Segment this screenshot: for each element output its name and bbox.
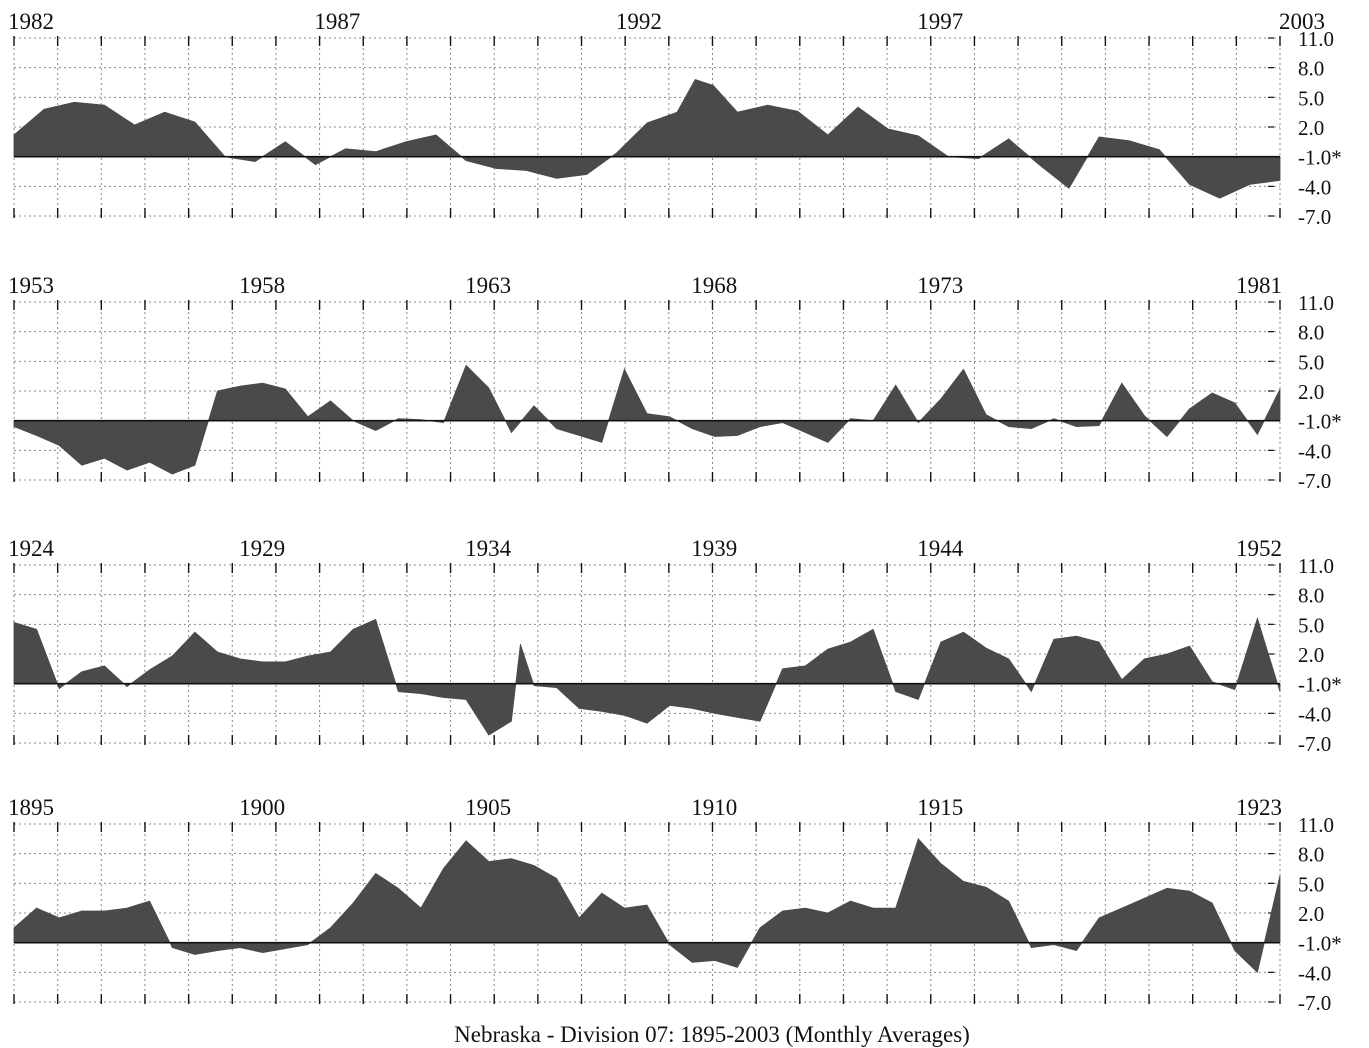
- year-label: 1992: [616, 9, 662, 34]
- year-label: 1929: [239, 536, 285, 561]
- y-tick-label: -4.0: [1298, 439, 1331, 463]
- y-tick-label: -7.0: [1298, 469, 1331, 493]
- year-label: 1910: [691, 795, 737, 820]
- y-tick-label: 8.0: [1298, 843, 1324, 867]
- year-label: 1934: [465, 536, 512, 561]
- year-label: 1900: [239, 795, 285, 820]
- year-label: 1895: [8, 795, 54, 820]
- data-area-1982: [13, 79, 1281, 199]
- y-tick-label: 2.0: [1298, 643, 1324, 667]
- y-tick-label: 5.0: [1298, 613, 1324, 637]
- chart-panel-1953: 11.0 8.0 5.0 2.0 -1.0* -4.0 -7.0 1953 1958 1963 19…: [8, 273, 1342, 493]
- chart-panel-1895: 11.0 8.0 5.0 2.0 -1.0* -4.0 -7.0 1895 1900 1905 19…: [8, 795, 1342, 1015]
- y-tick-label: 2.0: [1298, 902, 1324, 926]
- year-label: 1952: [1236, 536, 1282, 561]
- y-tick-label: -4.0: [1298, 961, 1331, 985]
- year-label: 1963: [465, 273, 511, 298]
- year-label: 1953: [8, 273, 54, 298]
- year-label: 1923: [1236, 795, 1282, 820]
- y-tick-label: -7.0: [1298, 991, 1331, 1015]
- y-tick-label: 2.0: [1298, 116, 1324, 140]
- year-label: 1905: [465, 795, 511, 820]
- year-label: 1973: [917, 273, 963, 298]
- year-label: 1924: [8, 536, 55, 561]
- year-label: 1997: [917, 9, 963, 34]
- chart-panel-1982: 11.0 8.0 5.0 2.0 -1.0* -4.0 -7.0 1982 1987 1992 19…: [8, 9, 1342, 229]
- y-tick-label: 8.0: [1298, 584, 1324, 608]
- y-tick-label: -7.0: [1298, 205, 1331, 229]
- year-label: 1944: [917, 536, 964, 561]
- y-tick-label: -1.0*: [1298, 932, 1342, 956]
- y-tick-label: 11.0: [1298, 291, 1334, 315]
- y-tick-label: 5.0: [1298, 86, 1324, 110]
- chart-panel-1924: 11.0 8.0 5.0 2.0 -1.0* -4.0 -7.0 1924 1929 1934 19…: [8, 536, 1342, 756]
- data-area-1924: [13, 617, 1281, 736]
- data-area-1953: [13, 364, 1281, 475]
- y-tick-label: -1.0*: [1298, 673, 1342, 697]
- year-label: 1939: [691, 536, 737, 561]
- y-tick-label: -1.0*: [1298, 146, 1342, 170]
- y-tick-label: -4.0: [1298, 702, 1331, 726]
- y-tick-label: 11.0: [1298, 813, 1334, 837]
- chart-title: Nebraska - Division 07: 1895-2003 (Month…: [454, 1022, 970, 1047]
- year-label: 1982: [8, 9, 54, 34]
- y-tick-label: 2.0: [1298, 380, 1324, 404]
- y-tick-label: 8.0: [1298, 57, 1324, 81]
- chart-panels: 11.0 8.0 5.0 2.0 -1.0* -4.0 -7.0 1982 1987 1992 19…: [8, 9, 1342, 1015]
- year-label: 1981: [1236, 273, 1282, 298]
- y-tick-label: 5.0: [1298, 872, 1324, 896]
- y-tick-label: -4.0: [1298, 175, 1331, 199]
- y-tick-label: -1.0*: [1298, 410, 1342, 434]
- year-label: 1915: [917, 795, 963, 820]
- y-tick-label: 8.0: [1298, 321, 1324, 345]
- year-label: 2003: [1279, 9, 1325, 34]
- data-area-1895: [13, 838, 1281, 974]
- y-tick-label: -7.0: [1298, 732, 1331, 756]
- y-tick-label: 11.0: [1298, 27, 1334, 51]
- year-label: 1987: [314, 9, 360, 34]
- year-label: 1968: [691, 273, 737, 298]
- y-tick-label: 5.0: [1298, 350, 1324, 374]
- y-tick-label: 11.0: [1298, 554, 1334, 578]
- year-label: 1958: [239, 273, 285, 298]
